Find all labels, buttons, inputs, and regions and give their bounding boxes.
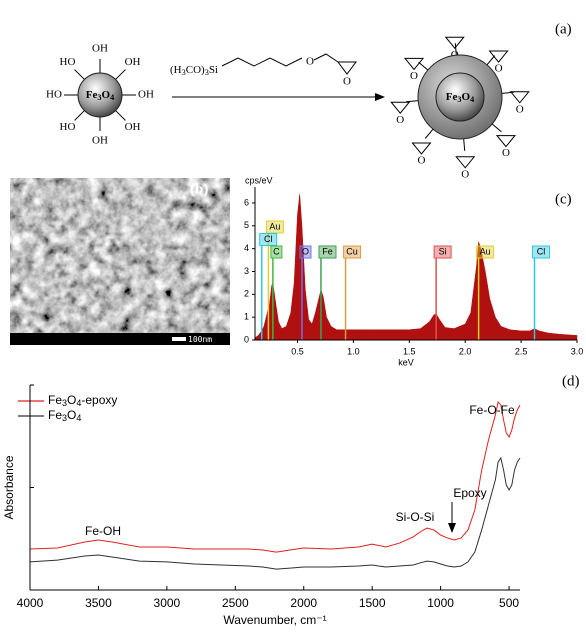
epoxide-ring (446, 37, 464, 48)
element-label: Fe (322, 246, 333, 256)
scale-bar-label: 100nm (188, 335, 212, 344)
x-tick-label: 2000 (290, 596, 317, 610)
y-tick-label: 6 (244, 197, 249, 207)
spacer (419, 62, 428, 70)
hydroxyl-label: HO (60, 56, 76, 68)
scale-bar (172, 337, 186, 341)
ether-oxygen: O (306, 56, 314, 68)
legend-label: Fe3O4-epoxy (48, 393, 117, 408)
y-axis-label: cps/eV (245, 175, 273, 185)
hydroxyl-label: OH (138, 89, 154, 101)
x-tick-label: 3500 (85, 596, 112, 610)
x-tick-label: 4000 (17, 596, 44, 610)
bond (75, 111, 85, 121)
epoxide-oxygen: O (343, 76, 351, 88)
element-label: Cu (346, 246, 358, 256)
y-tick-label: 5 (244, 220, 249, 230)
epoxide-oxygen: O (495, 63, 503, 75)
spectrum-line (30, 458, 520, 569)
epoxide-ring (391, 102, 409, 113)
x-tick-label: 2.0 (459, 346, 472, 356)
spacer (492, 124, 501, 132)
y-tick-label: 3 (244, 266, 249, 276)
x-tick-label: 3.0 (571, 346, 584, 356)
y-tick-label: 4 (244, 243, 249, 253)
y-tick-label: 0 (244, 334, 249, 344)
x-tick-label: 500 (499, 596, 519, 610)
silane-chain (314, 54, 338, 62)
element-label: Cl (537, 246, 546, 256)
spacer (425, 129, 433, 138)
x-tick-label: 1000 (427, 596, 454, 610)
figure: (a) OHOHOHOHOHHOHOHO Fe3O4 (H3CO)3Si O O… (0, 0, 586, 633)
hydroxyl-label: OH (125, 121, 141, 133)
annotation: Epoxy (453, 486, 486, 500)
element-label: Au (480, 246, 491, 256)
spacer (487, 56, 495, 65)
annotation: Fe-OH (85, 524, 121, 538)
silane-chain (222, 58, 302, 66)
legend-label: Fe3O4 (48, 408, 81, 423)
epoxide-ring (497, 136, 515, 147)
annotation: Fe-O-Fe (469, 403, 515, 417)
y-tick-label: 1 (244, 312, 249, 322)
epoxide-ring (338, 62, 356, 74)
x-tick-label: 1.5 (403, 346, 416, 356)
epoxide-oxygen: O (410, 70, 418, 82)
hydroxyl-label: HO (46, 89, 62, 101)
element-label: Au (269, 221, 280, 231)
element-label: C (273, 246, 280, 256)
epoxide-ring (490, 51, 508, 62)
y-axis-label: Absorbance (2, 455, 16, 519)
x-axis-label: keV (398, 357, 414, 367)
epoxide-oxygen: O (516, 103, 524, 115)
panel-label: (b) (190, 181, 208, 197)
epoxide-ring (456, 157, 474, 168)
hydroxyl-label: OH (92, 135, 108, 147)
hydroxyl-label: HO (60, 121, 76, 133)
epoxide-oxygen: O (417, 154, 425, 166)
bond (116, 70, 126, 80)
spectrum (255, 194, 577, 340)
x-tick-label: 2500 (222, 596, 249, 610)
annotation: Si-O-Si (396, 510, 435, 524)
element-label: Si (439, 246, 447, 256)
panel-label: (c) (555, 191, 572, 207)
element-label: Cl (264, 234, 273, 244)
sem-image (10, 178, 230, 345)
bond (75, 70, 85, 80)
epoxide-ring (511, 92, 529, 103)
x-axis-label: Wavenumber, cm⁻¹ (223, 613, 326, 627)
x-tick-label: 1.0 (347, 346, 360, 356)
x-tick-label: 2.5 (515, 346, 528, 356)
spacer (464, 139, 465, 151)
epoxide-oxygen: O (396, 114, 404, 126)
bond (116, 111, 126, 121)
epoxide-oxygen: O (461, 168, 469, 180)
epoxide-oxygen: O (502, 147, 510, 159)
x-tick-label: 1500 (359, 596, 386, 610)
spacer (406, 101, 418, 102)
hydroxyl-label: OH (125, 56, 141, 68)
x-tick-label: 3000 (154, 596, 181, 610)
hydroxyl-label: OH (92, 43, 108, 55)
y-tick-label: 2 (244, 289, 249, 299)
epoxide-ring (412, 143, 430, 154)
panel-label: (d) (562, 373, 580, 389)
silane-label: (H3CO)3Si (170, 64, 218, 77)
x-tick-label: 0.5 (291, 346, 304, 356)
sem-panel: 100nm (b) (10, 178, 230, 345)
element-label: O (302, 246, 309, 256)
panel-label: (a) (555, 21, 572, 37)
